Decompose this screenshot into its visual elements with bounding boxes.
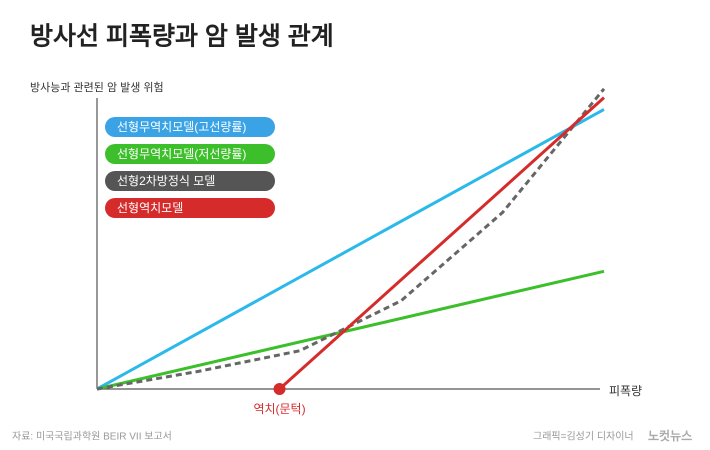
threshold-label: 역치(문턱) [253, 402, 305, 416]
source: 자료: 미국국립과학원 BEIR VII 보고서 [12, 430, 172, 443]
legend-label: 선형무역치모델(저선량률) [117, 147, 246, 161]
series-line [96, 108, 605, 391]
threshold-point [273, 383, 286, 395]
legend-swatch [105, 198, 275, 218]
chart-title: 방사선 피폭량과 암 발생 관계 [30, 23, 334, 51]
y-axis-label: 방사능과 관련된 암 발생 위험 [30, 81, 164, 94]
legend-swatch [105, 117, 275, 137]
legend-label: 선형역치모델 [117, 201, 183, 215]
legend-label: 선형2차방정식 모델 [117, 174, 215, 188]
x-axis-label: 피폭량 [609, 384, 642, 398]
legend-label: 선형무역치모델(고선량률) [117, 120, 246, 134]
series-line [96, 269, 605, 391]
legend-swatch [105, 171, 275, 191]
credit: 그래픽=김성기 디자이너 [533, 431, 634, 443]
legend-swatch [105, 144, 275, 164]
series-line [278, 96, 606, 391]
logo: 노컷뉴스 [648, 428, 692, 443]
